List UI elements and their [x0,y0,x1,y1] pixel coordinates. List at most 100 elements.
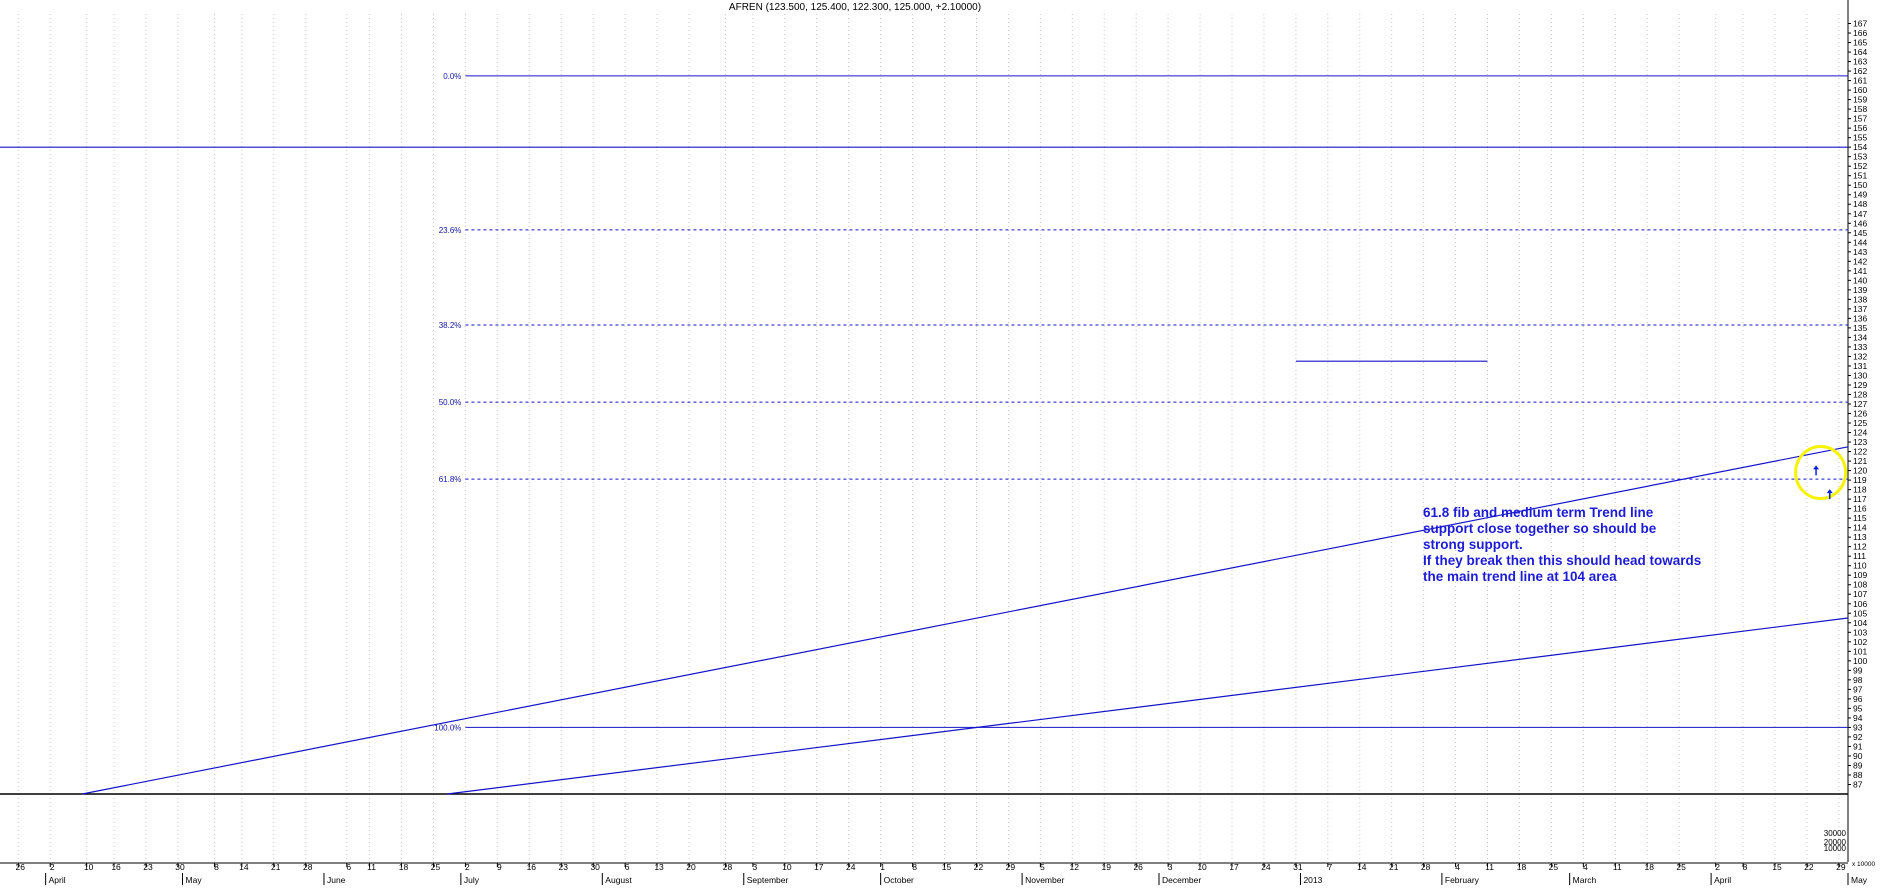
x-tick-label: 24 [846,862,856,872]
x-tick-label: 1 [880,862,885,872]
x-tick-label: 31 [1293,862,1303,872]
y-tick-label: 138 [1853,294,1867,304]
y-tick-label: 141 [1853,266,1867,276]
y-tick-label: 103 [1853,627,1867,637]
annotation-line: 61.8 fib and medium term Trend line [1423,505,1654,520]
x-tick-label: 19 [1102,862,1112,872]
x-tick-label: 20 [686,862,696,872]
x-tick-label: 8 [214,862,219,872]
x-tick-label: 3 [753,862,758,872]
y-tick-label: 118 [1853,485,1867,495]
y-tick-label: 89 [1853,760,1863,770]
y-tick-label: 155 [1853,133,1867,143]
y-tick-label: 127 [1853,399,1867,409]
annotation-line: the main trend line at 104 area [1423,569,1617,584]
y-tick-label: 109 [1853,570,1867,580]
y-tick-label: 157 [1853,114,1867,124]
x-tick-label: 21 [1389,862,1399,872]
y-tick-label: 142 [1853,256,1867,266]
y-tick-label: 154 [1853,142,1867,152]
volume-tick-label: 30000 [1824,829,1847,838]
month-label: April [1714,875,1731,885]
y-tick-label: 112 [1853,542,1867,552]
x-tick-label: 11 [1613,862,1622,872]
x-tick-label: 14 [1357,862,1367,872]
y-tick-label: 158 [1853,104,1867,114]
fib-level-label: 50.0% [439,398,462,407]
x-tick-label: 16 [527,862,537,872]
fib-level-label: 61.8% [439,475,462,484]
month-label: February [1445,875,1480,885]
x-tick-label: 6 [625,862,630,872]
y-tick-label: 115 [1853,513,1867,523]
x-tick-label: 10 [1197,862,1207,872]
y-tick-label: 92 [1853,732,1863,742]
x-tick-label: 2 [1715,862,1720,872]
y-tick-label: 116 [1853,504,1867,514]
x-tick-label: 28 [1421,862,1431,872]
y-tick-label: 164 [1853,47,1867,57]
x-tick-label: 4 [1455,862,1460,872]
y-tick-label: 104 [1853,618,1867,628]
y-tick-label: 147 [1853,209,1867,219]
y-tick-label: 93 [1853,722,1863,732]
y-tick-label: 97 [1853,684,1863,694]
trend-line [447,617,1849,795]
x-tick-label: 22 [1804,862,1814,872]
x-tick-label: 21 [271,862,281,872]
x-tick-label: 3 [1168,862,1173,872]
y-tick-label: 120 [1853,466,1867,476]
y-tick-label: 152 [1853,161,1867,171]
y-tick-label: 136 [1853,313,1867,323]
y-tick-label: 167 [1853,19,1867,29]
y-tick-label: 113 [1853,532,1867,542]
x-tick-label: 16 [111,862,121,872]
fib-level-label: 38.2% [439,321,462,330]
x-tick-label: 7 [1327,862,1332,872]
y-tick-label: 133 [1853,342,1867,352]
fib-level-label: 0.0% [443,72,461,81]
y-tick-label: 129 [1853,380,1867,390]
arrow-head-icon [1826,489,1833,494]
y-tick-label: 143 [1853,247,1867,257]
x-tick-label: 29 [1006,862,1016,872]
x-tick-label: 8 [1743,862,1748,872]
x-tick-label: 2 [465,862,470,872]
y-tick-label: 162 [1853,66,1867,76]
x-tick-label: 15 [1772,862,1782,872]
y-tick-label: 132 [1853,351,1867,361]
y-tick-label: 124 [1853,428,1867,438]
month-label: June [327,875,346,885]
x-tick-label: 25 [1549,862,1559,872]
y-tick-label: 111 [1853,551,1866,561]
month-label: May [186,875,203,885]
y-tick-label: 160 [1853,85,1867,95]
y-tick-label: 145 [1853,228,1867,238]
y-tick-label: 150 [1853,180,1867,190]
x-tick-label: 28 [723,862,733,872]
y-tick-label: 87 [1853,779,1863,789]
y-tick-label: 165 [1853,38,1867,48]
month-label: December [1162,875,1201,885]
x-tick-label: 4 [1583,862,1588,872]
y-tick-label: 131 [1853,361,1867,371]
y-tick-label: 110 [1853,561,1867,571]
x-tick-label: 23 [559,862,569,872]
month-label: August [605,875,632,885]
y-tick-label: 96 [1853,694,1863,704]
month-label: April [49,875,66,885]
y-tick-label: 99 [1853,665,1863,675]
y-tick-label: 159 [1853,95,1867,105]
x-tick-label: 6 [346,862,351,872]
month-label: May [1851,875,1868,885]
y-tick-label: 125 [1853,418,1867,428]
arrow-head-icon [1813,465,1820,470]
y-tick-label: 108 [1853,580,1867,590]
volume-unit-label: x 10000 [1852,861,1876,868]
x-tick-label: 30 [590,862,600,872]
y-tick-label: 156 [1853,123,1867,133]
fib-level-label: 23.6% [439,226,462,235]
y-tick-label: 101 [1853,646,1867,656]
